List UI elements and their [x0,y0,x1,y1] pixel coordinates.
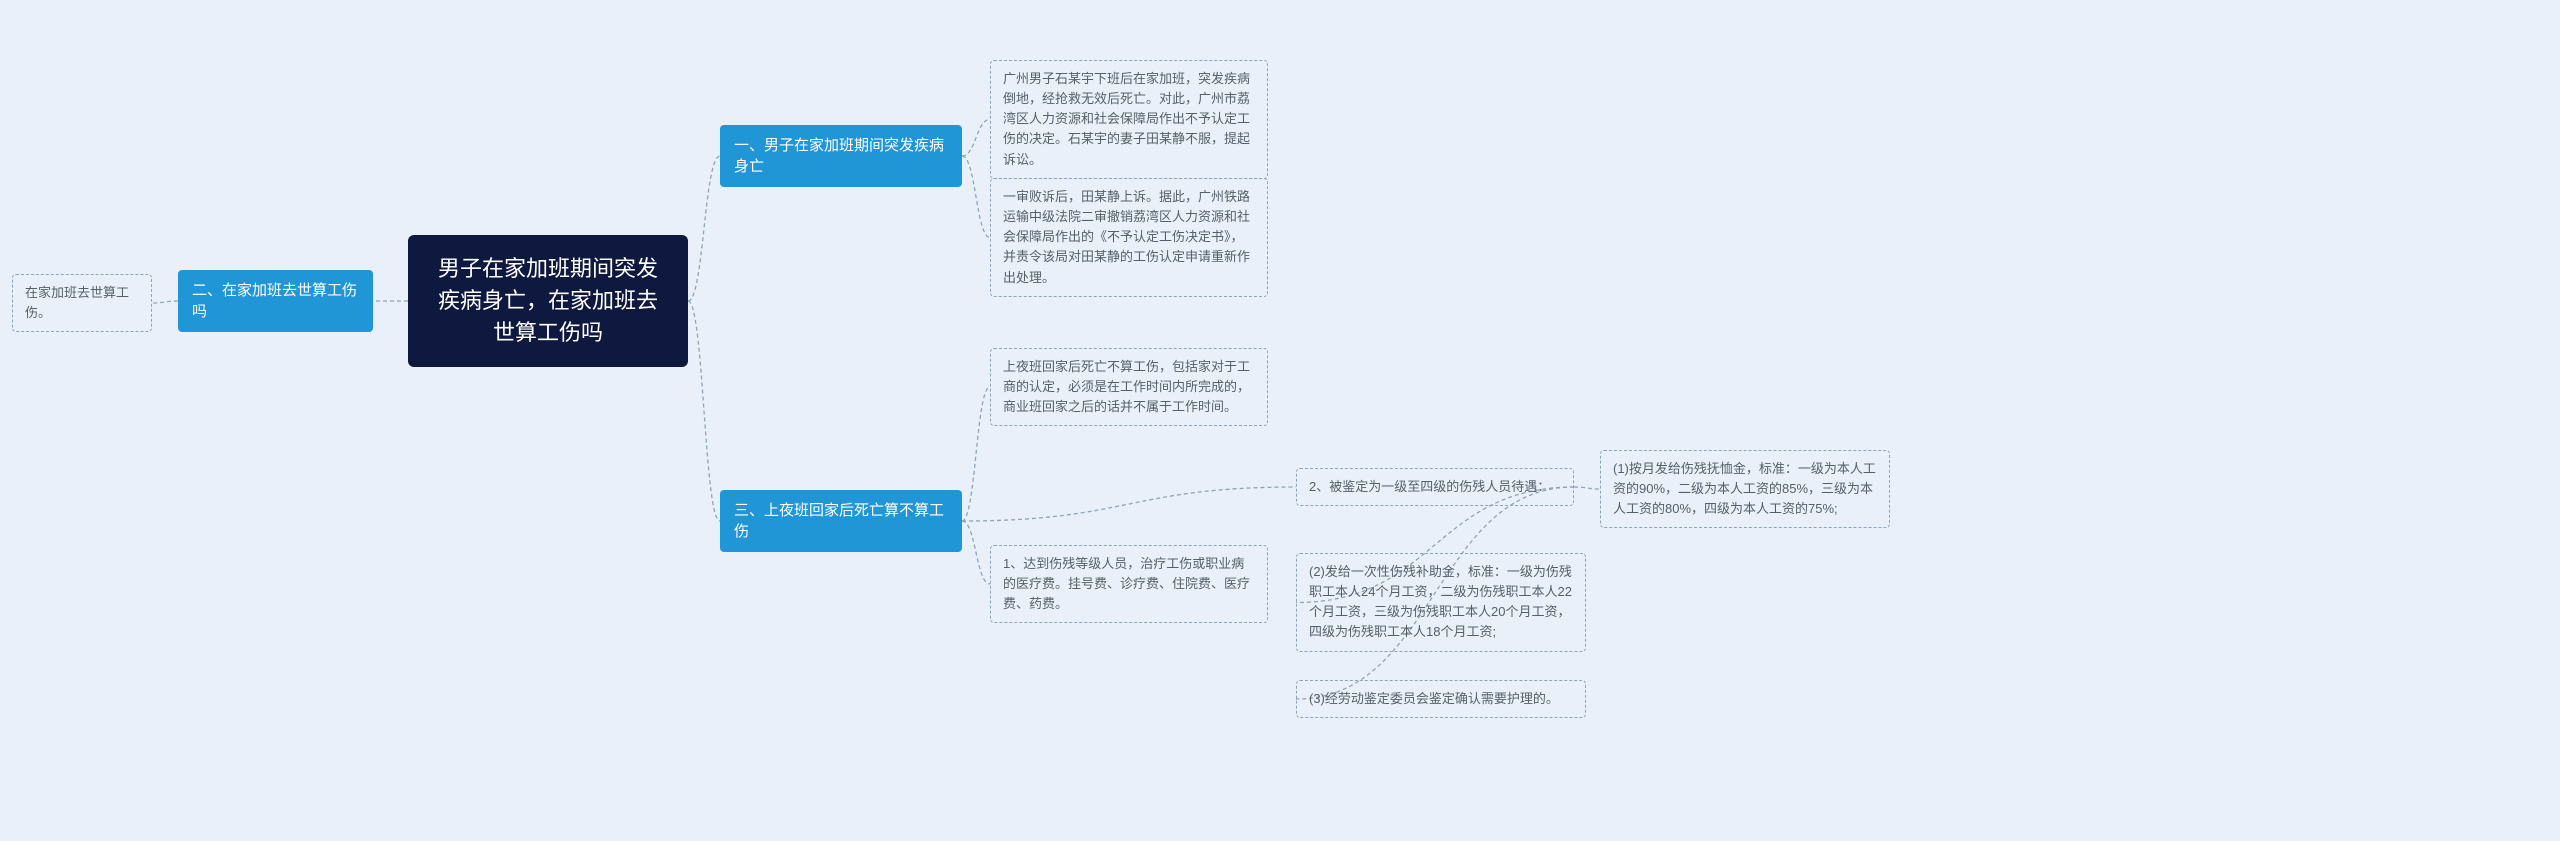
connector [152,301,178,303]
connector [962,487,1296,521]
connector [1574,487,1600,489]
leaf-2-1: 在家加班去世算工伤。 [12,274,152,332]
leaf-1-2: 一审败诉后，田某静上诉。据此，广州铁路运输中级法院二审撤销荔湾区人力资源和社会保… [990,178,1268,297]
root-node[interactable]: 男子在家加班期间突发疾病身亡，在家加班去世算工伤吗 [408,235,688,367]
connector [962,387,990,521]
connector [962,521,990,584]
connector [962,156,990,238]
leaf-3-3: 2、被鉴定为一级至四级的伤残人员待遇： [1296,468,1574,506]
leaf-3-3c: (3)经劳动鉴定委员会鉴定确认需要护理的。 [1296,680,1586,718]
leaf-3-1: 上夜班回家后死亡不算工伤，包括家对于工商的认定，必须是在工作时间内所完成的，商业… [990,348,1268,426]
leaf-3-3b: (2)发给一次性伤残补助金，标准：一级为伤残职工本人24个月工资，二级为伤残职工… [1296,553,1586,652]
branch-1[interactable]: 一、男子在家加班期间突发疾病身亡 [720,125,962,187]
connector [688,301,720,521]
connector [962,120,990,157]
leaf-3-2: 1、达到伤残等级人员，治疗工伤或职业病的医疗费。挂号费、诊疗费、住院费、医疗费、… [990,545,1268,623]
branch-2[interactable]: 二、在家加班去世算工伤吗 [178,270,373,332]
branch-3[interactable]: 三、上夜班回家后死亡算不算工伤 [720,490,962,552]
connector [688,156,720,301]
leaf-1-1: 广州男子石某宇下班后在家加班，突发疾病倒地，经抢救无效后死亡。对此，广州市荔湾区… [990,60,1268,179]
leaf-3-3a: (1)按月发给伤残抚恤金，标准：一级为本人工资的90%，二级为本人工资的85%，… [1600,450,1890,528]
connector-layer [0,0,2560,841]
